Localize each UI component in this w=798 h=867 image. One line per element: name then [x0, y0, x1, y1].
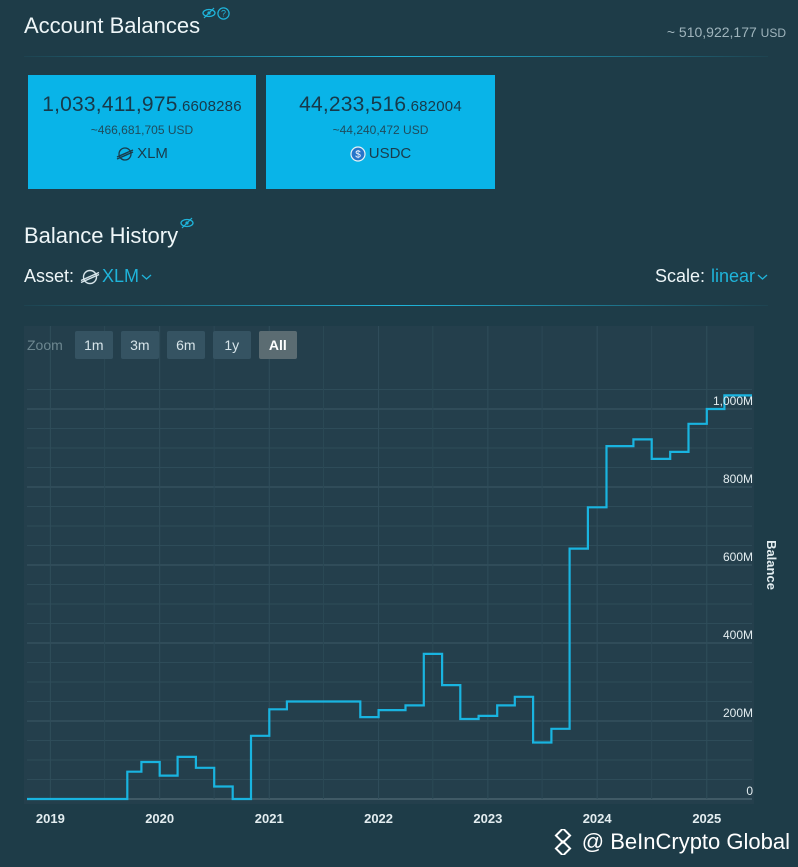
total-balance: ~ 510,922,177 USD — [666, 24, 786, 40]
help-icon[interactable]: ? — [217, 7, 230, 20]
visibility-toggle-icon[interactable] — [202, 7, 216, 19]
x-tick-label: 2020 — [145, 811, 174, 826]
y-tick-label: 600M — [723, 550, 753, 564]
stellar-icon — [80, 269, 100, 284]
zoom-1m-button[interactable]: 1m — [74, 331, 113, 359]
y-axis-label: Balance — [764, 540, 779, 590]
series-line — [27, 394, 752, 801]
balance-amount: 1,033,411,975.6608286 — [42, 93, 242, 116]
asset-dropdown[interactable]: XLM — [80, 266, 152, 287]
scale-dropdown[interactable]: linear — [711, 266, 768, 287]
account-balances-title: Account Balances ? — [24, 7, 230, 39]
asset-selector: Asset: XLM — [24, 266, 152, 287]
y-tick-label: 800M — [723, 472, 753, 486]
beincrypto-logo-icon — [554, 829, 572, 855]
chevron-down-icon — [757, 274, 768, 280]
stellar-icon — [116, 146, 134, 161]
y-tick-label: 1,000M — [713, 394, 753, 408]
balance-history-title: Balance History — [24, 217, 194, 249]
zoom-bar: Zoom 1m 3m 6m 1y All — [27, 331, 297, 359]
visibility-toggle-icon[interactable] — [180, 217, 194, 229]
x-tick-label: 2025 — [692, 811, 721, 826]
balance-card-xlm[interactable]: 1,033,411,975.6608286 ~466,681,705 USD X… — [28, 75, 256, 189]
zoom-3m-button[interactable]: 3m — [120, 331, 159, 359]
balance-amount: 44,233,516.682004 — [299, 93, 462, 116]
y-tick-label: 0 — [746, 784, 753, 798]
zoom-6m-button[interactable]: 6m — [166, 331, 205, 359]
chart-controls: Asset: XLM Scale: linear — [24, 266, 768, 290]
chevron-down-icon — [141, 274, 152, 280]
svg-text:?: ? — [221, 9, 226, 19]
y-tick-label: 200M — [723, 706, 753, 720]
watermark: @ BeInCrypto Global — [550, 829, 790, 855]
divider — [24, 56, 768, 57]
balance-usd-value: ~44,240,472 USD — [332, 123, 429, 137]
asset-code: $ USDC — [266, 145, 495, 162]
balance-usd-value: ~466,681,705 USD — [90, 123, 194, 137]
x-tick-label: 2022 — [364, 811, 393, 826]
usdc-icon: $ — [350, 145, 366, 162]
x-tick-label: 2019 — [36, 811, 65, 826]
x-tick-label: 2021 — [255, 811, 284, 826]
svg-text:$: $ — [355, 149, 361, 160]
balance-card-usdc[interactable]: 44,233,516.682004 ~44,240,472 USD $ USDC — [266, 75, 495, 189]
scale-selector: Scale: linear — [655, 266, 768, 287]
y-tick-label: 400M — [723, 628, 753, 642]
divider — [24, 305, 768, 306]
asset-code: XLM — [28, 145, 256, 162]
x-tick-label: 2023 — [473, 811, 502, 826]
zoom-all-button[interactable]: All — [258, 331, 297, 359]
zoom-1y-button[interactable]: 1y — [212, 331, 251, 359]
x-tick-label: 2024 — [583, 811, 613, 826]
